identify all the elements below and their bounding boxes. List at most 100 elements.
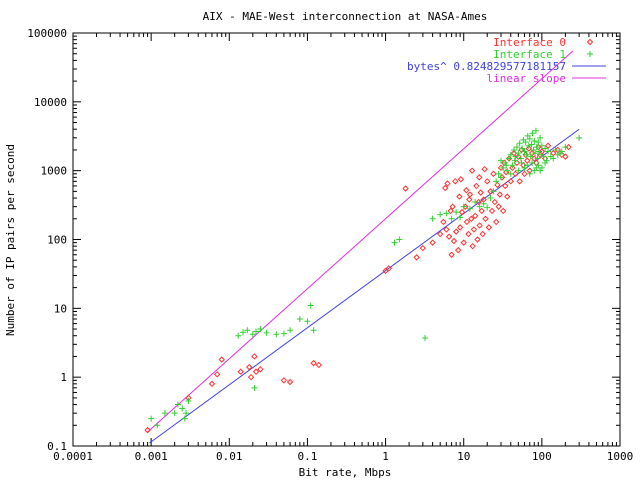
data-point <box>512 153 519 160</box>
data-point <box>443 226 450 233</box>
data-point <box>496 191 504 198</box>
series-line <box>147 50 574 433</box>
data-point <box>497 157 504 164</box>
data-point <box>448 251 455 258</box>
data-point <box>237 368 244 375</box>
y-tick-label: 10 <box>54 302 67 315</box>
data-point <box>246 363 253 371</box>
data-point <box>315 361 323 369</box>
data-point <box>488 207 496 215</box>
data-point <box>296 315 303 322</box>
data-point <box>179 405 186 412</box>
data-point <box>529 159 536 166</box>
data-point <box>471 212 479 220</box>
data-point <box>429 239 436 246</box>
data-point <box>552 146 559 153</box>
data-point <box>532 127 539 134</box>
data-point <box>402 185 409 192</box>
data-point <box>447 207 454 215</box>
data-point <box>449 203 456 210</box>
data-point <box>476 203 483 210</box>
data-point <box>257 366 264 373</box>
data-point <box>513 144 520 151</box>
data-point <box>536 148 543 155</box>
data-point <box>522 151 529 159</box>
data-point <box>273 331 280 338</box>
data-point <box>476 174 483 181</box>
x-tick-label: 0.001 <box>135 450 168 463</box>
data-point <box>510 149 518 157</box>
data-point <box>493 178 500 185</box>
y-tick-label: 100000 <box>27 27 67 40</box>
data-point <box>529 130 536 137</box>
data-point <box>468 215 475 222</box>
data-point <box>512 170 519 178</box>
data-point <box>517 155 524 162</box>
data-point <box>535 162 542 169</box>
data-point <box>457 214 464 221</box>
legend-swatch <box>587 51 593 57</box>
data-point <box>244 327 251 334</box>
data-point <box>492 218 500 226</box>
x-tick-label: 0.01 <box>216 450 243 463</box>
data-point <box>251 384 258 391</box>
data-point <box>422 335 429 342</box>
data-point <box>503 162 510 169</box>
data-point <box>499 207 507 215</box>
data-point <box>531 137 538 144</box>
data-point <box>507 170 514 177</box>
data-point <box>457 176 465 183</box>
data-point <box>445 233 453 240</box>
data-point <box>504 167 511 174</box>
data-point <box>498 174 506 181</box>
x-tick-label: 0.1 <box>297 450 317 463</box>
legend-label: bytes^ 0.824829577181157 <box>407 60 566 73</box>
data-point <box>500 164 507 171</box>
data-point <box>443 210 450 217</box>
data-point <box>524 162 531 169</box>
data-point <box>252 368 260 375</box>
data-point <box>562 153 569 160</box>
data-point <box>526 170 533 177</box>
x-tick-label: 1000 <box>607 450 634 463</box>
data-point <box>550 155 557 162</box>
data-point <box>509 164 516 172</box>
data-point <box>310 359 317 367</box>
data-point <box>515 153 522 160</box>
data-point <box>213 371 221 378</box>
data-point <box>240 329 247 336</box>
data-point <box>436 230 444 238</box>
legend-label: linear slope <box>487 72 566 85</box>
data-point <box>263 329 270 336</box>
data-point <box>531 167 538 174</box>
data-point <box>310 327 317 334</box>
data-point <box>304 318 311 325</box>
data-point <box>474 236 481 243</box>
data-point <box>287 327 294 334</box>
series-line <box>149 128 580 444</box>
data-point <box>510 146 517 153</box>
data-points <box>144 127 583 434</box>
data-point <box>518 159 525 166</box>
data-point <box>466 191 474 198</box>
data-point <box>497 174 504 181</box>
data-point <box>450 237 458 245</box>
legend-swatch <box>586 38 594 46</box>
data-point <box>538 164 545 171</box>
data-point <box>558 148 565 155</box>
data-point <box>562 144 569 151</box>
data-point <box>515 150 522 157</box>
data-point <box>507 178 514 185</box>
data-point <box>538 148 546 155</box>
data-point <box>249 331 256 338</box>
data-point <box>460 203 467 210</box>
data-point <box>480 200 487 207</box>
data-point <box>495 170 502 177</box>
data-point <box>516 178 523 185</box>
data-point <box>154 422 161 429</box>
data-point <box>533 144 540 151</box>
data-point <box>523 151 530 158</box>
data-point <box>448 215 455 222</box>
data-point <box>475 198 482 206</box>
